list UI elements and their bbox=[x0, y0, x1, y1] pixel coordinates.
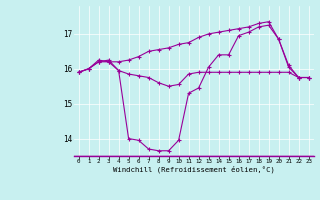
X-axis label: Windchill (Refroidissement éolien,°C): Windchill (Refroidissement éolien,°C) bbox=[113, 166, 275, 173]
